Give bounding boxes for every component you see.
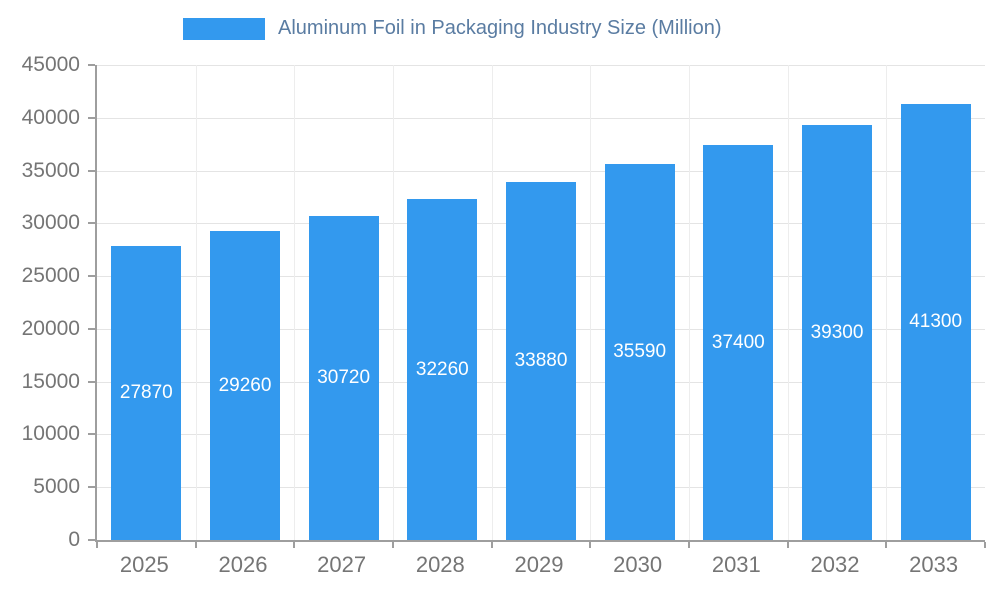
x-tick-label: 2030 <box>613 552 663 577</box>
gridline <box>97 170 985 172</box>
y-axis-tick <box>88 169 95 172</box>
bar: 41300 <box>900 104 971 540</box>
bar-value-label: 27870 <box>119 381 173 403</box>
y-tick-label: 0 <box>68 528 80 551</box>
gridline <box>688 65 690 540</box>
y-axis-tick <box>88 327 95 330</box>
bar-value-label: 39300 <box>810 321 864 343</box>
y-tick-label: 15000 <box>21 369 80 393</box>
y-tick-label: 20000 <box>21 316 80 340</box>
x-axis: 2025 2026 2027 2028 2029 2030 2031 2032 2033 <box>95 552 983 592</box>
y-axis-tick <box>88 433 95 436</box>
gridline <box>590 65 592 540</box>
bar: 37400 <box>703 145 774 540</box>
y-tick-label: 35000 <box>21 158 80 182</box>
x-axis-tick <box>293 542 296 548</box>
x-tick-label: 2028 <box>415 552 465 577</box>
y-axis: 0 5000 10000 15000 20000 25000 30000 35000 40000… <box>0 53 86 551</box>
x-axis-tick <box>984 542 986 548</box>
bar-slot: 33880 <box>492 65 591 540</box>
bar: 30720 <box>308 215 379 540</box>
bar-slot: 27870 <box>97 65 196 540</box>
gridline <box>491 65 493 540</box>
gridline <box>97 117 985 119</box>
y-tick-label: 10000 <box>21 422 80 446</box>
y-axis-tick <box>88 222 95 225</box>
bar-value-label: 37400 <box>711 331 765 353</box>
y-axis-tick <box>88 380 95 383</box>
bar-value-label: 30720 <box>317 366 371 388</box>
x-tick-label: 2029 <box>514 552 564 577</box>
bar-value-label: 41300 <box>909 311 963 333</box>
bar: 27870 <box>111 245 182 540</box>
y-tick-label: 5000 <box>33 475 80 499</box>
x-tick-label: 2031 <box>711 552 761 577</box>
bar-slot: 37400 <box>689 65 788 540</box>
gridline <box>294 65 296 540</box>
x-axis-tick <box>490 542 493 548</box>
y-axis-tick <box>88 116 95 119</box>
x-tick-label: 2027 <box>317 552 367 577</box>
y-axis-tick <box>88 275 95 278</box>
bar-slot: 30720 <box>294 65 393 540</box>
gridline <box>886 65 888 540</box>
chart-legend: Aluminum Foil in Packaging Industry Size… <box>183 17 722 40</box>
x-axis-tick <box>391 542 394 548</box>
x-axis-tick <box>589 542 592 548</box>
y-axis-tick <box>88 539 95 541</box>
gridline <box>97 65 985 66</box>
plot-area: 27870 29260 30720 32260 33880 35590 37400 39300… <box>88 64 986 548</box>
bar-slot: 32260 <box>393 65 492 540</box>
chart-title: Aluminum Foil in Packaging Industry Size… <box>278 17 722 39</box>
x-axis-tick <box>194 542 197 548</box>
x-axis-tick <box>786 542 789 548</box>
y-axis-tick <box>88 64 95 66</box>
bar: 32260 <box>407 199 478 540</box>
bar-slot: 39300 <box>788 65 887 540</box>
bar-slot: 35590 <box>590 65 689 540</box>
bar-slot: 29260 <box>196 65 295 540</box>
bar: 35590 <box>604 164 675 540</box>
x-axis-tick <box>687 542 690 548</box>
x-tick-label: 2033 <box>909 552 959 577</box>
x-tick-label: 2025 <box>119 552 169 577</box>
legend-swatch-icon <box>183 17 265 40</box>
bar-value-label: 35590 <box>613 341 667 363</box>
gridline <box>787 65 789 540</box>
bar-value-label: 32260 <box>415 358 469 380</box>
x-tick-label: 2026 <box>218 552 268 577</box>
y-tick-label: 45000 <box>21 53 80 76</box>
bar: 33880 <box>505 182 576 540</box>
y-tick-label: 40000 <box>21 105 80 129</box>
gridline <box>195 65 197 540</box>
x-axis-tick <box>96 542 98 548</box>
y-tick-label: 25000 <box>21 264 80 288</box>
bar: 29260 <box>209 231 280 540</box>
x-tick-label: 2032 <box>810 552 860 577</box>
bar-value-label: 29260 <box>218 374 272 396</box>
bar-value-label: 33880 <box>514 350 568 372</box>
y-tick-label: 30000 <box>21 211 80 235</box>
gridline <box>392 65 394 540</box>
y-axis-tick <box>88 486 95 489</box>
bar-slot: 41300 <box>886 65 985 540</box>
bar: 39300 <box>801 125 872 540</box>
x-axis-tick <box>885 542 888 548</box>
